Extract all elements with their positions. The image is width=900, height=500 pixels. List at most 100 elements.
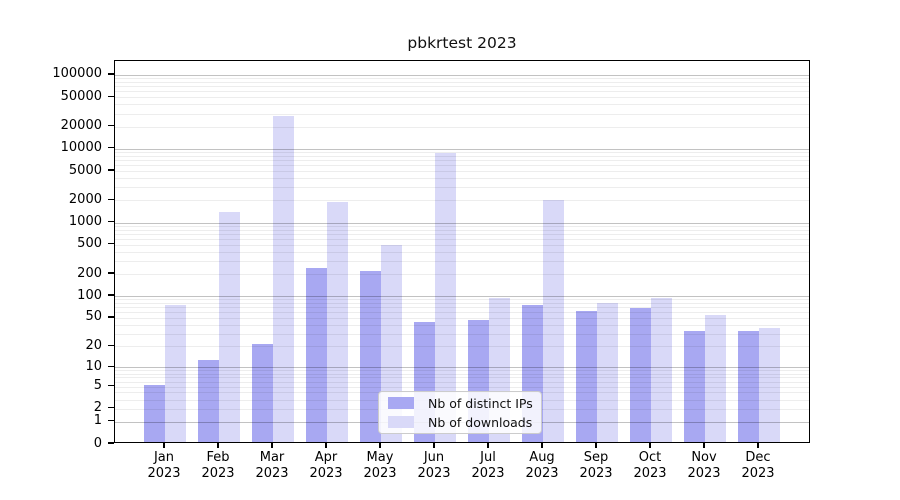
x-tick-label: Jun 2023	[417, 450, 451, 481]
y-tick-label: 10	[85, 358, 102, 374]
bar	[219, 212, 240, 442]
bar	[252, 344, 273, 442]
gridline	[115, 82, 809, 84]
gridline	[115, 299, 809, 301]
y-tick-label: 20	[85, 337, 102, 353]
x-tick-label: Dec 2023	[741, 450, 775, 481]
y-tick-label: 5	[93, 378, 102, 394]
y-tick-label: 1	[93, 413, 102, 429]
gridline	[115, 234, 809, 235]
gridline	[115, 303, 809, 305]
x-tick-mark	[649, 443, 651, 448]
y-tick-mark	[108, 147, 114, 149]
gridline	[115, 97, 809, 99]
gridline	[115, 346, 809, 348]
y-tick-mark	[108, 73, 114, 75]
gridline	[115, 274, 809, 275]
bar	[144, 384, 165, 442]
bar	[759, 328, 780, 442]
y-tick-mark	[108, 384, 114, 387]
gridline	[115, 178, 809, 180]
y-tick-label: 5000	[68, 162, 102, 178]
gridline	[115, 75, 809, 76]
y-tick-label: 100	[77, 287, 102, 303]
gridline	[115, 222, 809, 224]
legend-row: Nb of distinct IPs	[388, 395, 533, 411]
y-tick-mark	[108, 294, 114, 296]
gridline	[115, 187, 809, 189]
gridline	[115, 251, 809, 253]
bar	[738, 330, 759, 442]
x-tick-mark	[433, 443, 435, 448]
y-tick-mark	[108, 220, 114, 223]
x-tick-label: Nov 2023	[687, 450, 721, 481]
y-tick-mark	[108, 124, 114, 127]
x-tick-label: Sep 2023	[579, 450, 613, 481]
y-tick-mark	[108, 407, 114, 409]
gridline	[115, 148, 809, 150]
y-tick-mark	[108, 316, 114, 318]
gridline	[115, 373, 809, 375]
bar	[543, 200, 564, 442]
y-tick-mark	[108, 420, 114, 422]
x-tick-label: May 2023	[363, 450, 397, 481]
bar	[165, 305, 186, 442]
gridline	[115, 229, 809, 231]
gridline	[115, 152, 809, 154]
legend-swatch-distinct-ips	[388, 397, 414, 409]
y-tick-mark	[108, 243, 114, 245]
legend-swatch-downloads	[388, 416, 414, 428]
plot-area	[114, 60, 810, 443]
gridline	[115, 325, 809, 326]
y-tick-label: 20000	[60, 118, 102, 134]
gridline	[115, 113, 809, 115]
legend: Nb of distinct IPs Nb of downloads	[378, 391, 542, 434]
x-tick-label: Mar 2023	[255, 450, 289, 481]
x-tick-label: Jul 2023	[471, 450, 505, 481]
y-tick-label: 500	[77, 236, 102, 252]
gridline	[115, 307, 809, 309]
gridline	[115, 296, 809, 298]
gridline	[115, 200, 809, 202]
gridline	[115, 370, 809, 372]
x-tick-label: Aug 2023	[525, 450, 559, 481]
x-tick-mark	[217, 443, 219, 448]
gridline	[115, 91, 809, 93]
gridline	[115, 171, 809, 172]
x-tick-label: Jan 2023	[147, 450, 181, 481]
x-tick-mark	[595, 443, 597, 448]
x-tick-label: Feb 2023	[201, 450, 235, 481]
y-tick-label: 200	[77, 265, 102, 281]
x-tick-mark	[325, 443, 327, 448]
legend-label-downloads: Nb of downloads	[428, 414, 533, 430]
legend-row: Nb of downloads	[388, 415, 532, 430]
y-tick-label: 100000	[52, 66, 102, 82]
bar	[684, 330, 705, 442]
y-tick-mark	[108, 365, 114, 367]
bar	[630, 307, 651, 442]
bar	[327, 201, 348, 442]
gridline	[115, 155, 809, 157]
bar	[435, 152, 456, 442]
gridline	[115, 377, 809, 379]
x-tick-mark	[379, 443, 381, 448]
gridline	[115, 261, 809, 263]
x-tick-mark	[541, 443, 543, 448]
bar	[306, 268, 327, 442]
y-tick-label: 50	[85, 309, 102, 325]
legend-label-distinct-ips: Nb of distinct IPs	[428, 395, 533, 411]
gridline	[115, 367, 809, 369]
y-tick-mark	[108, 344, 114, 347]
gridline	[115, 238, 809, 240]
bar	[198, 359, 219, 442]
y-tick-mark	[108, 169, 114, 171]
gridline	[115, 86, 809, 88]
gridline	[115, 386, 809, 388]
x-tick-mark	[163, 443, 165, 448]
y-tick-label: 10000	[60, 140, 102, 156]
bar	[273, 116, 294, 442]
gridline	[115, 312, 809, 314]
bar	[576, 311, 597, 442]
bar	[651, 298, 672, 442]
